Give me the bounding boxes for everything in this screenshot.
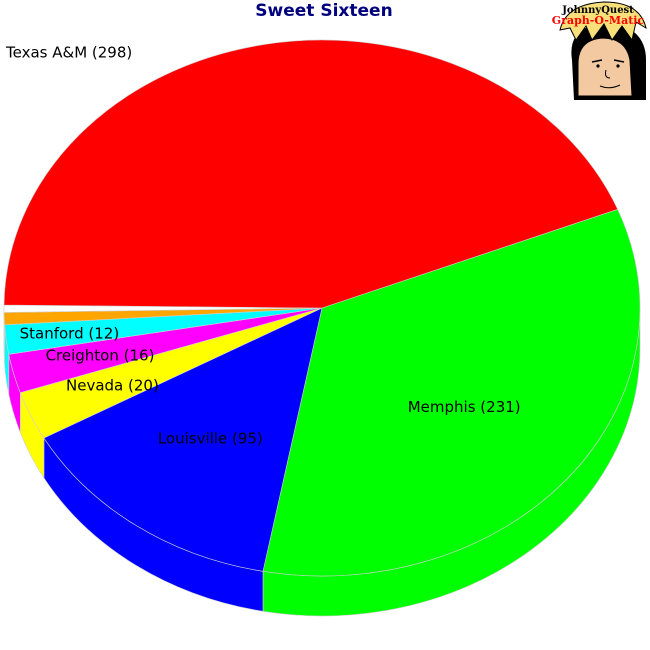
slice-label-stanford: Stanford (12) (20, 324, 120, 342)
graph-o-matic-logo: JohnnyQuest Graph-O-Matic (552, 1, 647, 101)
pie-labels: Memphis (231) Louisville (95) Nevada (20) C… (5, 43, 521, 447)
chart-title: Sweet Sixteen (255, 1, 392, 21)
logo-line2: Graph-O-Matic (552, 14, 645, 27)
pie-slice-texas-a-m (3, 39, 619, 309)
slice-label-louisville: Louisville (95) (158, 429, 263, 447)
slice-label-creighton: Creighton (16) (46, 346, 155, 364)
logo-line1: JohnnyQuest (561, 5, 634, 16)
slice-label-texas-a-m: Texas A&M (298) (5, 43, 132, 61)
pie-slice-memphis (262, 208, 641, 577)
slice-label-nevada: Nevada (20) (66, 377, 159, 395)
pie-top (3, 39, 641, 577)
slice-label-memphis: Memphis (231) (408, 398, 521, 416)
cartoon-boy-face-icon (559, 1, 647, 101)
pie-slice-louisville (43, 307, 323, 572)
pie-sides (3, 307, 641, 617)
